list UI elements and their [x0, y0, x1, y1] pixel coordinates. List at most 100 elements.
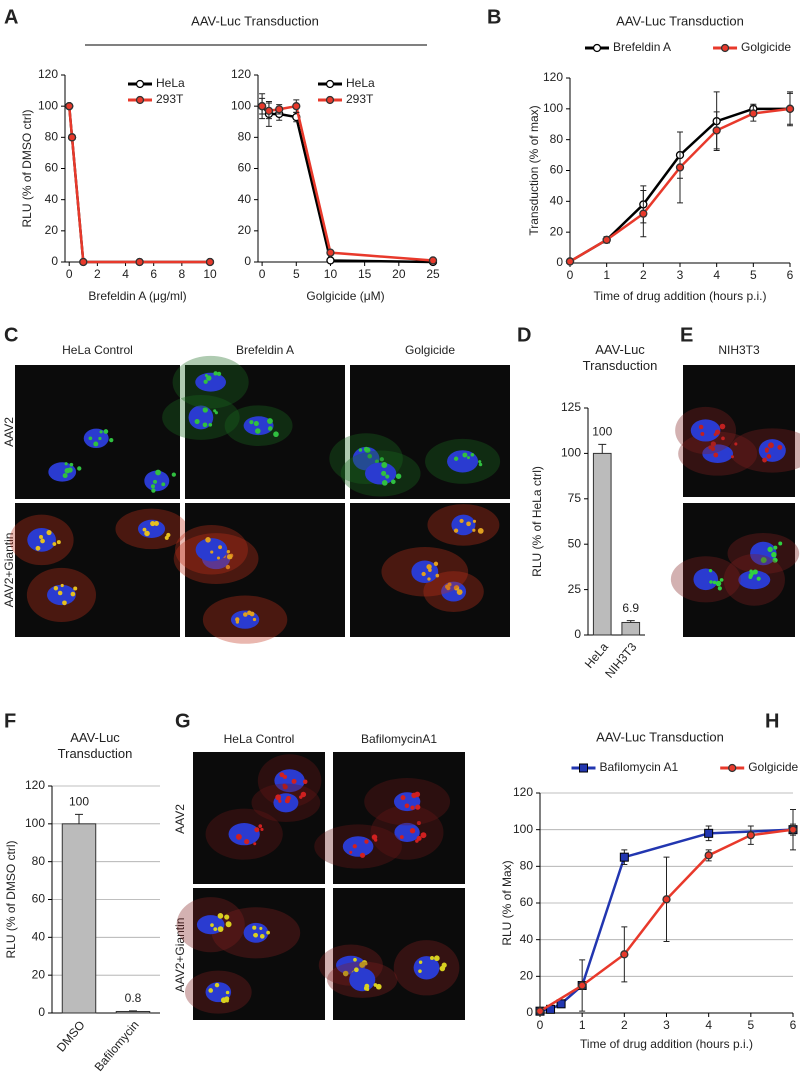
value-label: 0.8	[125, 991, 142, 1005]
signal-dot	[216, 556, 221, 560]
y-tick-label: 60	[238, 161, 252, 175]
signal-dot	[472, 519, 477, 523]
x-tick-label: 2	[94, 267, 101, 281]
row-label: AAV2+Giantin	[2, 533, 16, 608]
signal-dot	[472, 528, 476, 532]
column-label: HeLa Control	[62, 343, 133, 357]
x-tick-label: 15	[358, 267, 372, 281]
signal-dot	[456, 589, 463, 596]
signal-dot	[216, 371, 222, 377]
signal-dot	[712, 580, 717, 585]
point	[704, 851, 713, 860]
x-tick-label: 4	[122, 267, 129, 281]
x-tick-label: Bafilomycin	[92, 1018, 142, 1074]
signal-dot	[381, 462, 388, 468]
point	[712, 126, 721, 135]
signal-dot	[698, 424, 704, 430]
legend-label: HeLa	[156, 76, 185, 90]
column-label: NIH3T3	[718, 343, 760, 357]
column-label: BafilomycinA1	[361, 732, 437, 746]
signal-dot	[214, 982, 220, 988]
micrograph	[185, 503, 345, 637]
y-axis-label: RLU (% of DMSO ctrl)	[20, 109, 34, 227]
point	[326, 248, 335, 257]
chart-title: AAV-Luc Transduction	[616, 13, 744, 28]
y-axis-label: RLU (% of DMSO ctrl)	[4, 840, 18, 958]
signal-dot	[208, 422, 213, 427]
signal-dot	[390, 479, 396, 485]
x-tick-label: 1	[579, 1018, 586, 1032]
point	[556, 999, 566, 1009]
bar	[115, 1010, 151, 1014]
nucleus	[83, 428, 109, 449]
signal-dot	[359, 852, 366, 858]
y-tick-label: 0	[556, 255, 563, 269]
signal-dot	[459, 518, 464, 524]
signal-dot	[253, 421, 259, 427]
bar	[592, 452, 612, 636]
x-tick-label: 1	[603, 268, 610, 282]
chart-title: AAV-Luc Transduction	[57, 730, 133, 761]
point	[275, 105, 284, 114]
signal-dot	[64, 467, 71, 474]
panel-letter: G	[175, 710, 191, 732]
signal-dot	[52, 542, 57, 546]
signal-dot	[713, 452, 719, 458]
signal-dot	[420, 832, 427, 839]
signal-dot	[259, 934, 265, 939]
x-tick-label: 2	[621, 1018, 628, 1032]
signal-dot	[267, 418, 273, 424]
signal-dot	[77, 466, 82, 471]
signal-dot	[144, 530, 150, 537]
signal-dot	[70, 591, 76, 597]
y-tick-label: 100	[513, 822, 533, 836]
y-tick-label: 0	[526, 1005, 533, 1019]
signal-dot	[379, 457, 384, 462]
panel-letter: E	[680, 324, 693, 346]
row-label: AAV2	[2, 417, 16, 447]
series-line	[67, 106, 210, 264]
signal-dot	[73, 586, 78, 591]
x-tick-label: NIH3T3	[602, 640, 640, 681]
nucleus	[47, 584, 76, 606]
nucleus	[228, 822, 260, 846]
signal-dot	[478, 462, 483, 467]
signal-dot	[249, 420, 254, 425]
legend-label: 293T	[346, 92, 374, 106]
signal-dot	[719, 423, 726, 430]
y-tick-label: 0	[38, 1005, 45, 1019]
point	[619, 852, 629, 862]
point	[602, 235, 611, 245]
signal-dot	[453, 528, 459, 533]
panel-letter: H	[765, 710, 779, 732]
y-tick-label: 0	[51, 254, 58, 268]
signal-dot	[349, 850, 353, 854]
signal-dot	[719, 578, 724, 582]
y-tick-label: 80	[45, 130, 59, 144]
nucleus	[738, 570, 771, 590]
x-tick-label: 6	[790, 1018, 797, 1032]
signal-dot	[421, 571, 426, 577]
signal-dot	[259, 926, 263, 930]
legend-marker	[135, 95, 145, 105]
signal-dot	[275, 794, 282, 801]
signal-dot	[69, 462, 74, 467]
signal-dot	[752, 569, 758, 575]
y-tick-label: 20	[32, 967, 46, 981]
y-tick-label: 25	[568, 582, 582, 596]
signal-dot	[418, 960, 423, 964]
signal-dot	[715, 580, 722, 587]
point	[264, 106, 274, 115]
signal-dot	[429, 956, 435, 961]
point	[292, 102, 301, 111]
signal-dot	[453, 456, 459, 461]
signal-dot	[768, 442, 774, 449]
nucleus	[349, 968, 376, 992]
signal-dot	[439, 965, 446, 972]
legend-marker	[579, 763, 588, 773]
signal-dot	[252, 617, 257, 622]
panel-title: AAV-Luc Transduction	[191, 13, 319, 28]
y-tick-label: 120	[38, 67, 58, 81]
